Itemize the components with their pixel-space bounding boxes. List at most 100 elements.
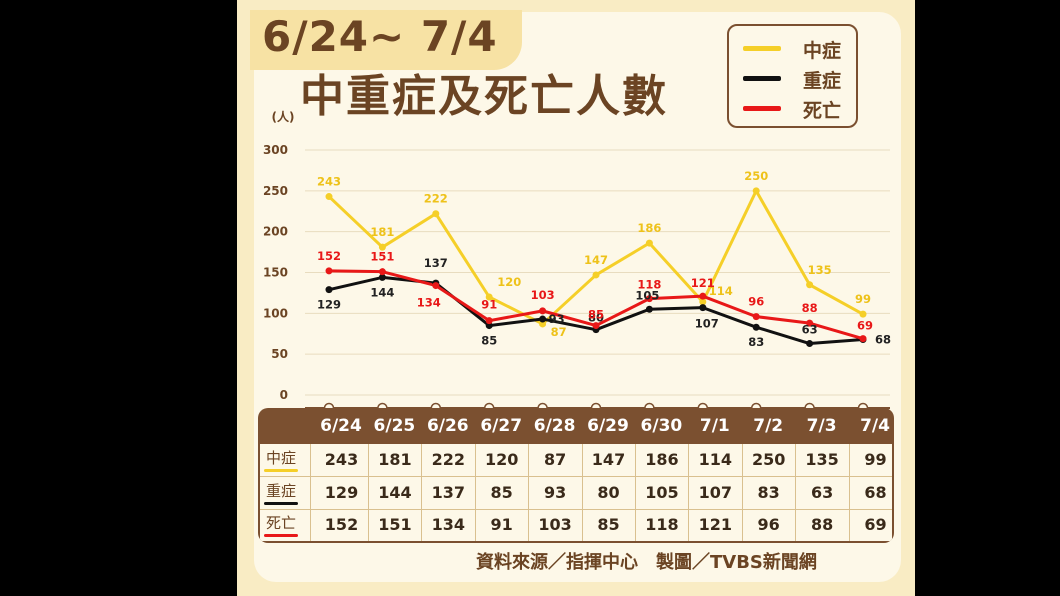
data-point [859, 335, 867, 343]
data-label: 129 [317, 298, 341, 312]
data-label: 107 [695, 317, 719, 331]
data-point [378, 273, 386, 281]
table-cell: 88 [796, 509, 850, 541]
legend-label-moderate: 中症 [803, 40, 842, 62]
data-point [806, 319, 814, 327]
table-cell: 137 [422, 476, 476, 509]
chart-legend: 中症 重症 死亡 [727, 24, 858, 128]
table-row-label: 死亡 [260, 509, 311, 541]
data-point [325, 286, 333, 294]
table-row-label-text: 重症 [266, 481, 297, 500]
table-cell: 93 [529, 476, 583, 509]
y-tick-label: 50 [271, 347, 288, 361]
table-column-header: 6/27 [480, 416, 523, 436]
table-row-label-text: 死亡 [266, 514, 297, 532]
data-point [752, 313, 760, 321]
data-label: 151 [370, 250, 394, 264]
date-range-title: 6/24~ 7/4 [262, 12, 498, 61]
title-tab [250, 10, 522, 70]
table-column-header: 7/3 [806, 416, 837, 436]
source-credit: 資料來源／指揮中心 製圖／TVBS新聞網 [476, 552, 817, 573]
table-cell: 243 [315, 444, 369, 476]
table-cell: 105 [635, 476, 690, 509]
data-label: 68 [875, 332, 891, 346]
legend-label-death: 死亡 [803, 100, 842, 122]
data-label: 85 [588, 308, 604, 322]
data-label: 181 [370, 225, 394, 239]
table-cell: 144 [368, 476, 423, 509]
data-label: 80 [588, 311, 604, 325]
legend-swatch-death [743, 106, 781, 111]
table-cell: 99 [864, 450, 887, 469]
data-point [645, 295, 653, 303]
table-cell: 69 [864, 515, 887, 534]
table-cell: 91 [475, 509, 530, 541]
table-cell: 121 [689, 509, 743, 541]
table-row-label-text: 中症 [266, 449, 297, 467]
data-label: 134 [417, 296, 441, 310]
table-cell: 80 [582, 476, 636, 509]
data-label: 147 [584, 253, 608, 267]
data-label: 135 [808, 263, 832, 277]
table-cell: 222 [422, 444, 476, 476]
table-column-header: 7/4 [860, 416, 890, 436]
data-point [752, 187, 760, 195]
data-point [539, 320, 547, 328]
data-point [806, 281, 814, 289]
y-tick-label: 300 [263, 143, 288, 157]
table-row-label: 中症 [260, 444, 311, 476]
table-cell: 250 [742, 444, 797, 476]
y-tick-label: 200 [263, 225, 288, 239]
data-label: 69 [857, 319, 873, 333]
table-row-color-swatch [264, 501, 298, 505]
table-cell: 85 [475, 476, 530, 509]
data-label: 88 [802, 301, 818, 315]
data-label: 250 [744, 169, 768, 183]
data-point [325, 193, 333, 201]
data-point [592, 271, 600, 279]
data-label: 137 [424, 256, 448, 270]
y-tick-label: 250 [263, 184, 288, 198]
legend-label-severe: 重症 [803, 70, 842, 92]
table-cell: 186 [635, 444, 690, 476]
table-cell: 96 [742, 509, 797, 541]
data-point [645, 239, 653, 247]
table-column-header: 6/26 [426, 416, 469, 436]
table-column-header: 6/30 [640, 416, 683, 436]
table-column-header: 6/24 [320, 416, 362, 436]
data-point [378, 268, 386, 276]
table-cell: 118 [635, 509, 690, 541]
table-cell: 85 [582, 509, 636, 541]
data-label: 63 [802, 323, 818, 337]
data-label: 121 [691, 276, 715, 290]
table-cell: 87 [529, 444, 583, 476]
table-column-header: 6/28 [533, 416, 576, 436]
table-cell: 134 [422, 509, 476, 541]
data-point [699, 292, 707, 300]
table-cell: 129 [315, 476, 369, 509]
table-column-header: 7/1 [699, 416, 730, 436]
y-tick-label: 0 [280, 388, 288, 402]
data-point [325, 267, 333, 275]
data-label: 105 [635, 288, 659, 302]
data-point [378, 243, 386, 251]
table-cell: 114 [689, 444, 743, 476]
data-label: 99 [855, 292, 871, 306]
data-label: 85 [481, 334, 497, 348]
data-label: 118 [637, 278, 661, 292]
table-row-color-swatch [264, 534, 298, 537]
data-point [645, 305, 653, 313]
data-point [539, 307, 547, 315]
table-row-color-swatch [264, 469, 298, 472]
table-cell: 103 [529, 509, 583, 541]
data-label: 152 [317, 249, 341, 263]
table-cell: 152 [315, 509, 369, 541]
data-label: 91 [481, 298, 497, 312]
data-label: 222 [424, 192, 448, 206]
data-point [485, 293, 493, 301]
table-cell: 83 [742, 476, 797, 509]
data-point [485, 322, 493, 330]
table-header: 6/24 6/25 6/26 6/27 6/28 6/29 6/30 7/1 7/2 7/3 7/4 [258, 408, 894, 444]
legend-item-moderate: 中症 [743, 36, 853, 62]
legend-item-severe: 重症 [743, 66, 853, 92]
